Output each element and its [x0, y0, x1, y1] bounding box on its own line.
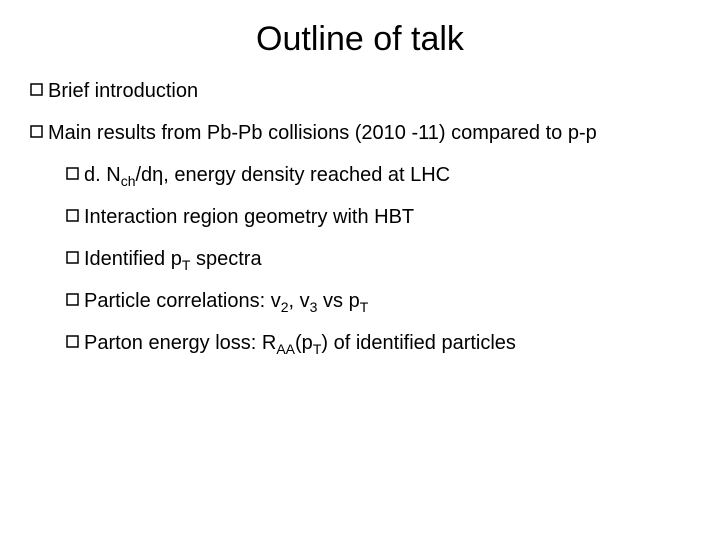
- bullet-text: Main results from Pb-Pb collisions (2010…: [48, 121, 597, 145]
- text-frag: , energy density reached at LHC: [163, 164, 450, 186]
- bullet-text: Parton energy loss: RAA(pT) of identifie…: [84, 331, 516, 355]
- text-frag: , v: [289, 290, 310, 312]
- subscript: AA: [276, 341, 295, 357]
- content-area: Brief introduction Main results from Pb-…: [0, 69, 720, 355]
- bullet-text: d. Nch/dη, energy density reached at LHC: [84, 163, 450, 187]
- slide: Outline of talk Brief introduction Main …: [0, 0, 720, 540]
- text-frag: Identified p: [84, 248, 182, 270]
- text-frag: spectra: [190, 248, 261, 270]
- bullet-text: Particle correlations: v2, v3 vs pT: [84, 289, 368, 313]
- slide-title: Outline of talk: [0, 0, 720, 69]
- square-bullet-icon: [30, 125, 44, 139]
- bullet-item-main-results: Main results from Pb-Pb collisions (2010…: [30, 121, 700, 145]
- bullet-item-correlations: Particle correlations: v2, v3 vs pT: [66, 289, 700, 313]
- text-frag: vs p: [317, 290, 359, 312]
- square-bullet-icon: [66, 335, 80, 349]
- subscript: ch: [121, 173, 136, 189]
- square-bullet-icon: [66, 251, 80, 265]
- bullet-item-pt-spectra: Identified pT spectra: [66, 247, 700, 271]
- text-frag: /d: [135, 164, 152, 186]
- bullet-text: Identified pT spectra: [84, 247, 262, 271]
- square-bullet-icon: [30, 83, 44, 97]
- bullet-item-parton-loss: Parton energy loss: RAA(pT) of identifie…: [66, 331, 700, 355]
- subscript: T: [360, 299, 369, 315]
- text-frag: Particle correlations: v: [84, 290, 281, 312]
- text-eta: η: [152, 164, 163, 186]
- bullet-text: Interaction region geometry with HBT: [84, 205, 414, 229]
- subscript: 2: [281, 299, 289, 315]
- bullet-text: Brief introduction: [48, 79, 198, 103]
- square-bullet-icon: [66, 167, 80, 181]
- square-bullet-icon: [66, 293, 80, 307]
- bullet-item-intro: Brief introduction: [30, 79, 700, 103]
- bullet-item-dnchdeta: d. Nch/dη, energy density reached at LHC: [66, 163, 700, 187]
- text-frag: ) of identified particles: [321, 332, 516, 354]
- bullet-item-hbt: Interaction region geometry with HBT: [66, 205, 700, 229]
- square-bullet-icon: [66, 209, 80, 223]
- text-frag: (p: [295, 332, 313, 354]
- text-frag: Parton energy loss: R: [84, 332, 276, 354]
- text-frag: d. N: [84, 164, 121, 186]
